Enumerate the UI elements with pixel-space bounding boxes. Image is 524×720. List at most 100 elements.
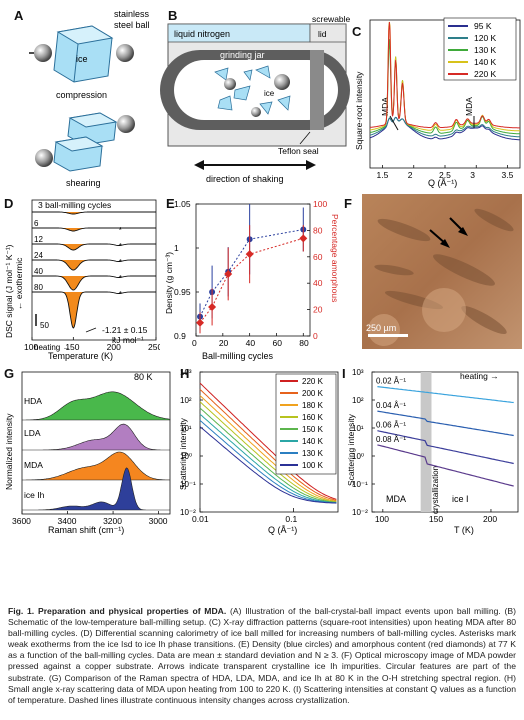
y-tick-label: 10⁻¹ (352, 480, 368, 489)
exotherm-fill (56, 228, 90, 231)
legend-label: 220 K (302, 377, 324, 386)
panel-label: G (4, 366, 15, 381)
legend-label: 120 K (474, 33, 497, 43)
ball-label-line-2: steel ball (114, 20, 150, 30)
chart-i-intensity-vs-t: Scattering intensity T (K) heating → MDA… (346, 368, 519, 535)
x-tick-label: 1.5 (377, 170, 389, 180)
dsc-trace (32, 243, 156, 251)
amorphous-point (299, 234, 308, 243)
asterisk-mark: * (119, 242, 122, 251)
legend-label: 140 K (474, 57, 497, 67)
panel-e: E Density (g cm⁻³) Percentage amorphous … (160, 190, 340, 362)
teflon-seal-label: Teflon seal (278, 146, 319, 156)
x-tick-label: 3400 (58, 516, 77, 526)
heating-label: heating → (34, 343, 70, 352)
saxs-line-160-K (199, 401, 337, 503)
caption-title: Fig. 1. Preparation and physical propert… (8, 606, 227, 616)
series-label: 0.04 Å⁻¹ (376, 401, 406, 410)
x-tick-label: 100 (375, 514, 389, 524)
amorphous-line (199, 237, 304, 324)
saxs-line-100-K (199, 426, 337, 504)
enthalpy-value: -1.21 ± 0.15 (102, 325, 148, 335)
mda-annotation-1: MDA (380, 97, 390, 116)
x-axis-label: T (K) (454, 525, 474, 535)
y-axis-right-label: Percentage amorphous (330, 214, 340, 302)
exothermic-label: ← exothermic (14, 257, 24, 310)
raman-area-HDA (22, 391, 171, 421)
x-axis-label: Temperature (K) (48, 351, 113, 361)
scale-bar-label: 250 µm (366, 323, 396, 333)
panel-d: D DSC signal (J mol⁻¹ K⁻¹) ← exothermic … (0, 190, 162, 362)
x-tick-label: 0.1 (285, 514, 297, 524)
legend-label: 220 K (474, 69, 497, 79)
x-axis-label: Q (Å⁻¹) (428, 178, 457, 188)
plot-frame (195, 203, 311, 337)
exotherm-fill (56, 212, 90, 214)
dsc-trace (32, 291, 156, 329)
ball-label-line-1: stainless (114, 9, 150, 19)
figure-caption: Fig. 1. Preparation and physical propert… (8, 606, 516, 706)
mda-region-label: MDA (386, 494, 406, 504)
intensity-line (377, 410, 514, 437)
panel-label: H (180, 366, 190, 381)
panel-h: H Scattering intensity Q (Å⁻¹) 0.01 0.1 10… (176, 362, 342, 536)
microscopy-image: 250 µm (362, 194, 522, 349)
x-tick-label: 80 (299, 338, 309, 348)
chart-h-saxs: Scattering intensity Q (Å⁻¹) 0.01 0.1 10³ 1… (178, 368, 339, 535)
ball-impact-illustration: ice stainless steel ball compression she… (29, 9, 150, 188)
y-tick-label: 10² (180, 396, 192, 405)
caption-text: (A) Illustration of the ball-crystal-bal… (8, 606, 516, 705)
plot-frame (21, 371, 171, 515)
y-axis-label: Scattering intensity (346, 413, 356, 486)
legend-box (275, 373, 337, 475)
legend-label: 100 K (302, 461, 324, 470)
x-tick-label: 150 (65, 342, 79, 352)
saxs-line-150-K (199, 407, 337, 503)
x-tick-label: 20 (219, 338, 229, 348)
saxs-line-130-K (199, 420, 337, 504)
chart-g-raman: Normalized intensity Raman shift (cm⁻¹) … (4, 371, 171, 535)
saxs-line-220-K (199, 382, 337, 500)
ice-region-label: ice I (452, 494, 469, 504)
y-right-tick-label: 0 (313, 331, 318, 341)
legend-label: 180 K (302, 401, 324, 410)
liquid-nitrogen-label: liquid nitrogen (174, 29, 230, 39)
x-tick-label: 200 (107, 342, 121, 352)
legend-label: 160 K (302, 413, 324, 422)
y-tick-label: 0.95 (174, 287, 191, 297)
exotherm-fill (56, 276, 90, 290)
y-right-tick-label: 60 (313, 252, 323, 262)
panel-label: I (342, 366, 346, 381)
raman-area-MDA (22, 451, 171, 481)
series-label: 0.02 Å⁻¹ (376, 377, 406, 386)
x-axis-label: Q (Å⁻¹) (268, 525, 297, 535)
panel-label: E (166, 196, 175, 211)
y-tick-label: 10³ (180, 368, 192, 377)
y-tick-label: 10⁻² (180, 508, 196, 517)
y-tick-label: 1 (174, 243, 179, 253)
panel-g: G Normalized intensity Raman shift (cm⁻¹… (0, 362, 176, 536)
amorphous-point (224, 269, 233, 278)
series-label-hda: HDA (24, 396, 42, 406)
series-label: 0.06 Å⁻¹ (376, 421, 406, 430)
x-axis-label: Raman shift (cm⁻¹) (48, 525, 124, 535)
x-tick-label: 200 (483, 514, 497, 524)
cycle-label: 24 (34, 251, 43, 260)
ice-label: ice (264, 89, 275, 98)
y-tick-label: 10⁻¹ (180, 480, 196, 489)
legend-label: 130 K (474, 45, 497, 55)
x-tick-label: 2 (408, 170, 413, 180)
legend-label: 130 K (302, 449, 324, 458)
x-tick-label: 3600 (12, 516, 31, 526)
y-right-tick-label: 80 (313, 225, 323, 235)
mda-annotation-2: MDA (464, 97, 474, 116)
dsc-trace (32, 227, 156, 232)
asterisk-mark: * (119, 226, 122, 235)
series-label-ice: ice Ih (24, 490, 45, 500)
panel-label: D (4, 196, 14, 211)
lid-label: lid (318, 29, 327, 39)
intensity-line (377, 430, 514, 465)
y-tick-label: 10² (352, 396, 364, 405)
x-tick-label: 60 (272, 338, 282, 348)
panel-c: C Square-root intensity Q (Å⁻¹) MDA MDA … (350, 0, 524, 190)
